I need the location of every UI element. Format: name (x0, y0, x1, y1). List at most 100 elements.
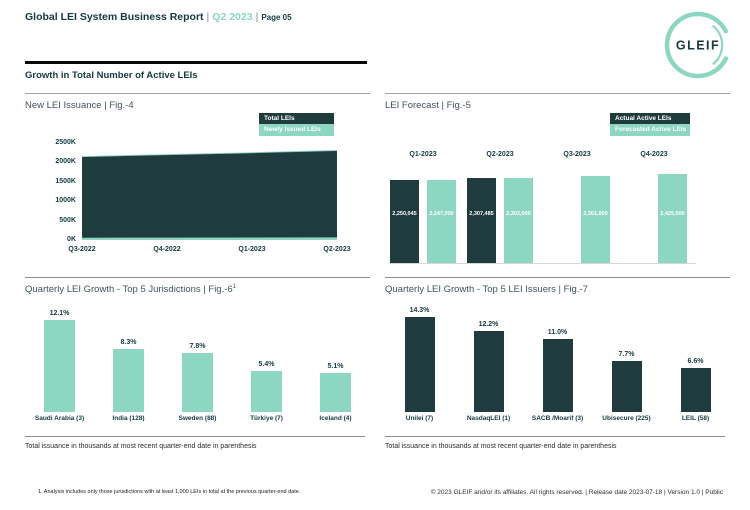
fig6-bar-column: 5.4% (232, 306, 301, 412)
fig6-value-label: 8.3% (120, 338, 137, 346)
fig5-category-label: Q3-2023 (563, 151, 591, 158)
legend-item-actual-active-leis: Actual Active LEIs (610, 113, 690, 125)
report-period: Q2 2023 (212, 11, 253, 23)
fig7-category-label: NasdaqLEI (1) (466, 415, 511, 422)
fig7-bar (542, 338, 573, 412)
fig7-bar-column: 11.0% (523, 306, 592, 412)
fig6-bar (113, 348, 144, 412)
panel-top5-lei-issuers: Quarterly LEI Growth - Top 5 LEI Issuers… (385, 277, 730, 459)
fig7-value-label: 12.2% (478, 321, 499, 328)
fig7-category-label: Unilei (7) (405, 415, 434, 422)
fig5-bar-value-label: 2,302,000 (506, 211, 531, 217)
gleif-logo-text: GLEIF (676, 39, 720, 53)
fig6-bar (182, 352, 213, 412)
fig5-category-label: Q4-2023 (640, 151, 668, 158)
fig4-y-tick: 500K (59, 216, 76, 224)
fig6-category-label: India (128) (112, 415, 145, 422)
fig4-y-tick: 2500K (55, 139, 76, 146)
fig5-bar-value-label: 2,250,045 (392, 211, 417, 217)
fig6-value-label: 12.1% (49, 310, 70, 317)
panel-top5-jurisdictions: Quarterly LEI Growth - Top 5 Jurisdictio… (25, 277, 370, 459)
fig4-x-tick: Q1-2023 (238, 246, 266, 253)
copyright-line: © 2023 GLEIF and/or its affiliates. All … (430, 489, 723, 496)
fig5-bar-pair: 2,425,000 (621, 162, 687, 263)
fig7-value-label: 7.7% (618, 350, 635, 358)
fig7-bar-column: 14.3% (385, 306, 454, 412)
page-number: Page 05 (261, 13, 292, 22)
fig6-category-label: Türkiye (7) (250, 415, 283, 422)
fig5-group: Q3-2023 2,361,000 (544, 151, 621, 263)
fig5-bar-value-label: 2,247,000 (429, 211, 454, 217)
fig4-x-tick: Q2-2023 (323, 246, 351, 253)
fig7-bar (680, 368, 711, 412)
fig5-bar-slot: 2,361,000 (581, 162, 610, 263)
fig6-bar (251, 370, 282, 412)
fig5-bar-slot (544, 162, 573, 263)
fig7-bar-column: 6.6% (661, 306, 730, 412)
title-separator: | (206, 11, 210, 23)
fig7-value-label: 11.0% (547, 328, 568, 336)
fig7-bar (473, 331, 504, 412)
fig7-note: Total issuance in thousands at most rece… (385, 443, 617, 450)
legend-item-forecasted-active-leis: Forecasted Active LEIs (610, 124, 690, 136)
panel-lei-forecast: LEI Forecast | Fig.-5 Actual Active LEIs… (385, 93, 730, 276)
gleif-logo-icon: GLEIF (661, 8, 735, 82)
fig5-bar-pair: 2,250,045 2,247,000 (390, 162, 456, 263)
report-title: Global LEI System Business Report | Q2 202… (25, 11, 292, 23)
fig6-note: Total issuance in thousands at most rece… (25, 443, 257, 450)
fig6-bar-column: 12.1% (25, 306, 94, 412)
fig5-category-label: Q1-2023 (409, 151, 437, 158)
fig7-value-label: 6.6% (687, 358, 704, 366)
fig5-legend: Actual Active LEIs Forecasted Active LEI… (610, 113, 690, 136)
fig5-bar-mint: 2,425,000 (658, 173, 687, 263)
fig6-category-label: Saudi Arabia (3) (34, 415, 85, 422)
fig6-title-footnote-marker: 1 (232, 284, 237, 290)
fig5-category-label: Q2-2023 (486, 151, 514, 158)
fig5-bar-slot (621, 162, 650, 263)
fig6-note-divider (25, 436, 365, 437)
fig7-bar (404, 317, 435, 412)
fig7-bar (611, 360, 642, 412)
fig6-value-label: 5.1% (327, 363, 344, 371)
panel-new-lei-issuance: New LEI Issuance | Fig.-4 Total LEIs New… (25, 93, 370, 276)
fig4-x-tick: Q3-2022 (68, 246, 96, 253)
fig6-bars: 12.1% 8.3% 7.8% 5.4% 5.1% (25, 306, 370, 412)
fig5-bar-pair: 2,361,000 (544, 162, 610, 263)
fig4-legend: Total LEIs Newly Issued LEIs (259, 113, 334, 136)
fig6-title-text: Quarterly LEI Growth - Top 5 Jurisdictio… (25, 284, 233, 296)
fig6-bar (44, 320, 75, 412)
fig7-title: Quarterly LEI Growth - Top 5 LEI Issuers… (385, 284, 588, 295)
fig6-value-label: 5.4% (258, 360, 275, 368)
fig5-bar-dark: 2,250,045 (390, 180, 419, 263)
fig6-bar-column: 5.1% (301, 306, 370, 412)
fig5-bar-pair: 2,307,485 2,302,000 (467, 162, 533, 263)
fig7-bars: 14.3% 12.2% 11.0% 7.7% 6.6% (385, 306, 730, 412)
fig5-bar-groups: Q1-2023 2,250,045 2,247,000 Q2-2023 2,307,48… (390, 151, 698, 263)
fig4-y-tick: 1000K (55, 197, 76, 205)
fig6-bar-column: 7.8% (163, 306, 232, 412)
fig5-group: Q1-2023 2,250,045 2,247,000 (390, 151, 467, 263)
fig5-bar-slot: 2,307,485 (467, 162, 496, 263)
fig5-baseline (390, 262, 696, 264)
gleif-logo-rings-icon: GLEIF (664, 11, 732, 79)
fig5-bar-value-label: 2,307,485 (469, 211, 494, 217)
fig6-category-label: Iceland (4) (319, 415, 352, 422)
fig7-category-label: Ubisecure (225) (602, 415, 651, 422)
fig7-note-divider (385, 436, 725, 437)
legend-item-newly-issued-leis: Newly Issued LEIs (259, 124, 334, 136)
fig4-area-chart (81, 140, 338, 241)
fig5-group: Q4-2023 2,425,000 (621, 151, 698, 263)
fig6-title: Quarterly LEI Growth - Top 5 Jurisdictio… (25, 284, 236, 295)
fig7-value-label: 14.3% (409, 307, 430, 314)
fig7-bar-column: 7.7% (592, 306, 661, 412)
fig6-category-labels: Saudi Arabia (3) India (128) Sweden (88) Tü… (25, 415, 370, 422)
fig5-bar-dark: 2,307,485 (467, 178, 496, 263)
report-title-text: Global LEI System Business Report (25, 11, 204, 23)
fig4-y-tick: 0K (67, 236, 76, 243)
fig5-bar-slot: 2,247,000 (427, 162, 456, 263)
fig5-title: LEI Forecast | Fig.-5 (385, 100, 471, 111)
fig5-bar-mint: 2,247,000 (427, 180, 456, 263)
fig5-bar-slot: 2,250,045 (390, 162, 419, 263)
fig5-bar-slot: 2,302,000 (504, 162, 533, 263)
fig4-area-plot (81, 150, 338, 240)
